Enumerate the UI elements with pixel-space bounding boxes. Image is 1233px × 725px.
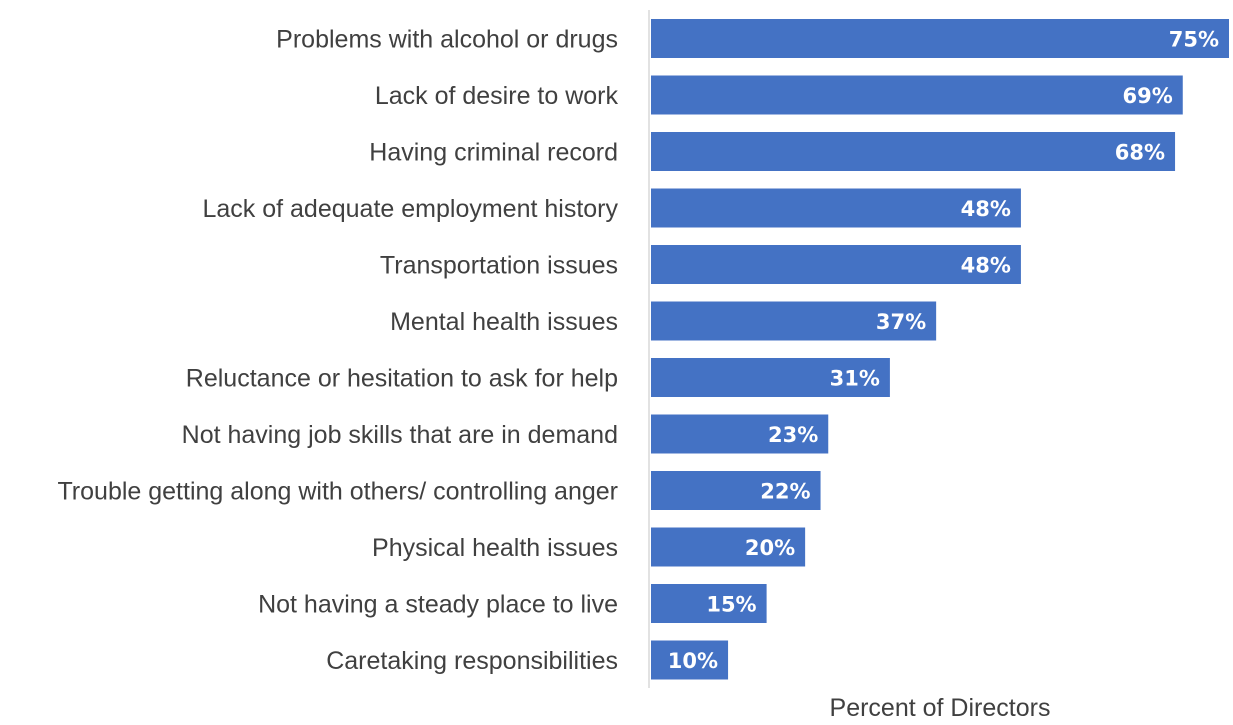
x-axis-title: Percent of Directors (830, 694, 1051, 722)
value-label: 22% (760, 480, 810, 504)
category-label: Reluctance or hesitation to ask for help (186, 365, 618, 393)
category-label: Not having job skills that are in demand (182, 421, 618, 449)
category-label: Problems with alcohol or drugs (276, 26, 618, 54)
bar (651, 471, 821, 510)
category-label: Caretaking responsibilities (326, 647, 618, 675)
value-label: 69% (1122, 84, 1172, 108)
category-label: Transportation issues (380, 252, 618, 280)
value-label: 37% (876, 310, 926, 334)
category-label: Not having a steady place to live (258, 591, 618, 619)
value-label: 75% (1169, 28, 1219, 52)
bar (651, 132, 1176, 171)
value-label: 48% (961, 197, 1011, 221)
bar (651, 527, 806, 567)
bar (651, 301, 937, 341)
bar (651, 75, 1183, 115)
value-label: 31% (830, 367, 880, 391)
value-label: 15% (706, 593, 756, 617)
bar (651, 358, 890, 397)
category-label: Mental health issues (390, 308, 618, 336)
bar (651, 19, 1229, 58)
category-label: Trouble getting along with others/ contr… (57, 478, 618, 506)
bar (651, 414, 829, 454)
bar (651, 584, 767, 623)
value-label: 48% (961, 254, 1011, 278)
bar (651, 245, 1021, 284)
value-label: 68% (1115, 141, 1165, 165)
category-label: Lack of desire to work (375, 82, 619, 110)
category-label: Physical health issues (372, 534, 618, 562)
bars-layer: Problems with alcohol or drugs 75% Lack of… (57, 19, 1229, 680)
value-label: 23% (768, 423, 818, 447)
value-label: 10% (668, 649, 718, 673)
category-label: Having criminal record (369, 139, 618, 167)
category-label: Lack of adequate employment history (202, 195, 618, 223)
bar (651, 188, 1021, 228)
value-label: 20% (745, 536, 795, 560)
bar (651, 640, 729, 680)
